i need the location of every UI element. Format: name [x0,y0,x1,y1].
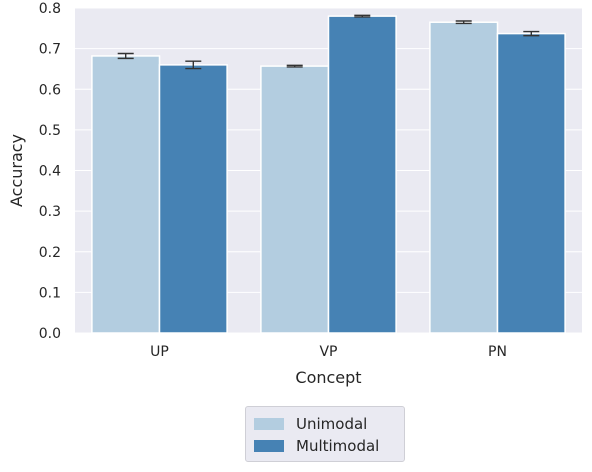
y-tick-label: 0.8 [39,1,61,17]
legend: Unimodal Multimodal [245,406,405,462]
y-tick-label: 0.2 [39,245,61,261]
y-axis-label: Accuracy [7,134,26,207]
x-tick-label: PN [488,344,507,360]
y-tick-label: 0.1 [39,285,61,301]
bar-unimodal-up [91,55,161,334]
legend-label-unimodal: Unimodal [296,415,368,433]
legend-swatch-unimodal [254,418,284,430]
x-tick-label: VP [319,344,337,360]
legend-label-multimodal: Multimodal [296,437,380,455]
x-axis-label: Concept [295,368,361,387]
bar-unimodal-pn [429,21,499,334]
legend-swatch-multimodal [254,440,284,452]
legend-item-multimodal: Multimodal [254,435,396,457]
legend-item-unimodal: Unimodal [254,413,396,435]
y-tick-label: 0.7 [39,42,61,58]
bar-multimodal-vp [327,15,397,334]
bar-multimodal-pn [496,32,566,334]
y-tick-label: 0.6 [39,82,61,98]
chart-svg: 0.0 0.1 0.2 0.3 0.4 0.5 0.6 0.7 0.8 UP VP PN Concept… [7,1,582,387]
y-tick-label: 0.4 [39,164,61,180]
bar-multimodal-up [158,64,228,334]
x-tick-label: UP [150,344,169,360]
bar-unimodal-vp [260,65,330,334]
y-tick-label: 0.0 [39,326,61,342]
y-tick-label: 0.5 [39,123,61,139]
y-tick-label: 0.3 [39,204,61,220]
